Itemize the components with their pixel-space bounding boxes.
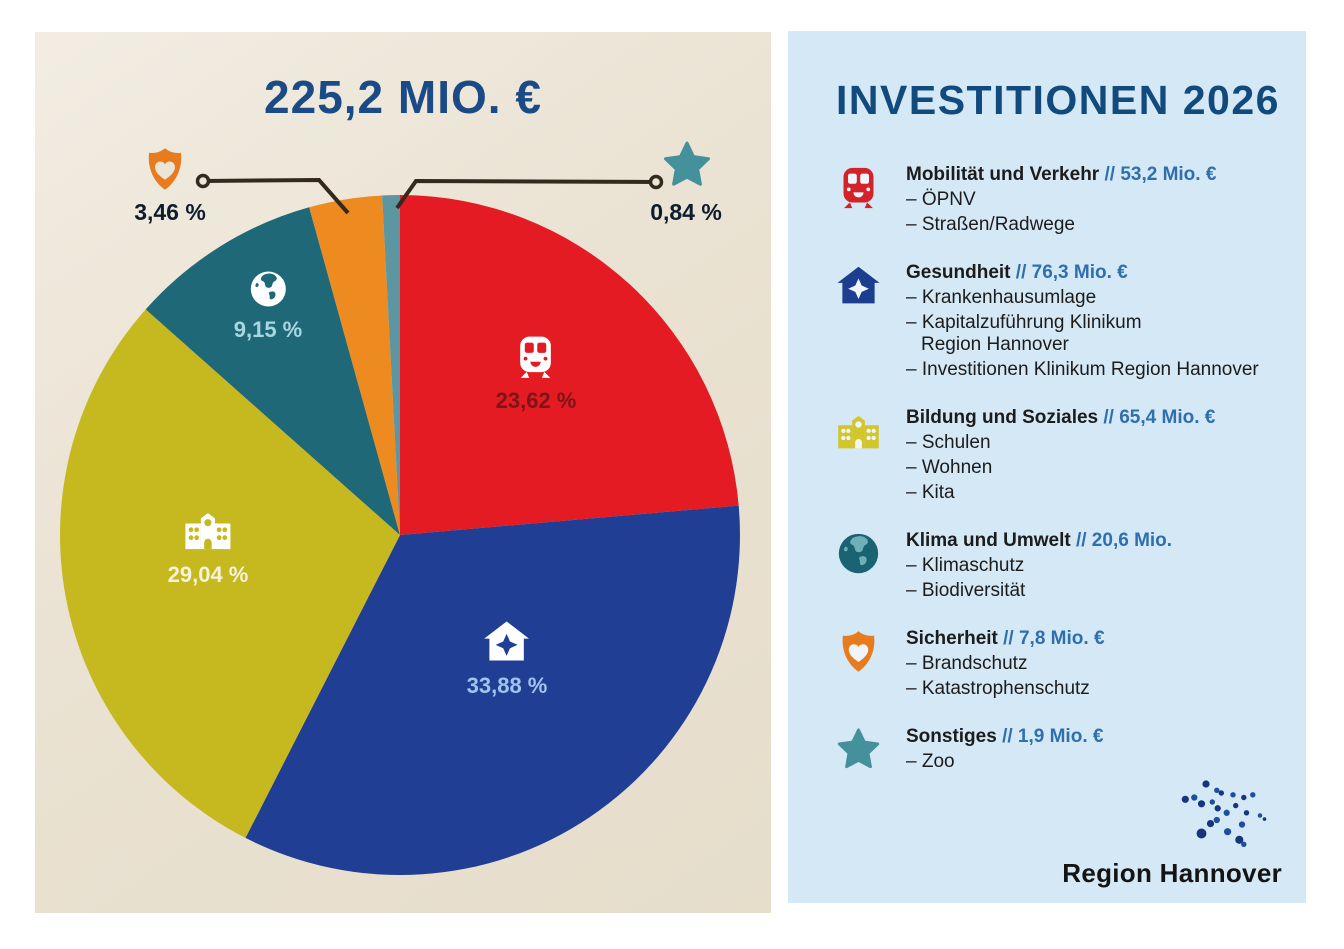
legend-item-amount: // 1,9 Mio. € bbox=[1002, 726, 1104, 747]
legend-item-text: Mobilität und Verkehr // 53,2 Mio. € – ÖP… bbox=[906, 164, 1216, 236]
legend-item-name: Gesundheit bbox=[906, 262, 1016, 283]
legend-item-amount: // 53,2 Mio. € bbox=[1104, 164, 1217, 185]
legend-item-heading: Gesundheit // 76,3 Mio. € bbox=[906, 262, 1259, 284]
pie-slice-2-pct-label: 29,04 % bbox=[168, 562, 249, 587]
legend-item-sonstiges: Sonstiges // 1,9 Mio. € – Zoo bbox=[836, 726, 1280, 773]
region-hannover-logo: Region Hannover bbox=[1062, 775, 1282, 889]
legend-item-text: Sonstiges // 1,9 Mio. € – Zoo bbox=[906, 726, 1103, 773]
pie-slice-5-pct-label: 0,84 % bbox=[650, 199, 722, 225]
legend-sub-item: – Krankenhausumlage bbox=[906, 287, 1097, 308]
legend-item-heading: Sonstiges // 1,9 Mio. € bbox=[906, 726, 1103, 748]
globe-icon bbox=[838, 533, 879, 574]
star-icon bbox=[837, 728, 880, 769]
pie-slice-1 bbox=[245, 505, 740, 876]
legend-item-text: Klima und Umwelt // 20,6 Mio. – Klimaschu… bbox=[906, 530, 1172, 602]
legend-item-bildung-und-soziales: Bildung und Soziales // 65,4 Mio. € – Sch… bbox=[836, 407, 1280, 504]
pie-slice-0 bbox=[400, 195, 739, 535]
pie-slice-3 bbox=[145, 207, 400, 536]
legend-item-amount: // 65,4 Mio. € bbox=[1103, 407, 1216, 428]
legend-title: INVESTITIONEN 2026 bbox=[836, 77, 1280, 123]
legend-item-amount: // 20,6 Mio. bbox=[1075, 530, 1173, 551]
legend-item-sicherheit: Sicherheit // 7,8 Mio. € – Brandschutz – K… bbox=[836, 628, 1280, 700]
region-hannover-logo-dots bbox=[1181, 780, 1267, 847]
star-icon bbox=[663, 141, 711, 186]
legend-sub-item: – Brandschutz bbox=[906, 653, 1028, 674]
pie-panel: 225,2 MIO. € 23,62 % 33,88 % 29,04 % 9,1… bbox=[35, 32, 771, 913]
legend-item-name: Sicherheit bbox=[906, 628, 1004, 649]
legend-item-heading: Klima und Umwelt // 20,6 Mio. bbox=[906, 530, 1172, 552]
legend-sub-item: – Kita bbox=[906, 482, 955, 503]
shield-heart-icon bbox=[842, 631, 875, 672]
legend-sub-item: – Biodiversität bbox=[906, 580, 1026, 601]
pie-slice-0-pct-label: 23,62 % bbox=[496, 388, 577, 413]
train-icon bbox=[520, 336, 551, 378]
region-hannover-logo-text: Region Hannover bbox=[1062, 858, 1282, 888]
callout-line-4 bbox=[202, 177, 350, 215]
legend-item-gesundheit: Gesundheit // 76,3 Mio. € – Krankenhausum… bbox=[836, 262, 1280, 381]
legend-item-heading: Mobilität und Verkehr // 53,2 Mio. € bbox=[906, 164, 1216, 186]
legend-item-name: Sonstiges bbox=[906, 726, 1003, 747]
house-cross-icon bbox=[837, 266, 880, 304]
investment-pie-chart: 23,62 % 33,88 % 29,04 % 9,15 % 3,46 % 0,8… bbox=[60, 141, 740, 876]
total-amount-title: 225,2 MIO. € bbox=[264, 71, 542, 123]
legend-list: Mobilität und Verkehr // 53,2 Mio. € – ÖP… bbox=[836, 164, 1280, 773]
legend-sub-item: – Kapitalzuführung Klinikum Region Hanno… bbox=[906, 312, 1142, 355]
callout-line-5 bbox=[395, 178, 657, 210]
legend-item-name: Klima und Umwelt bbox=[906, 530, 1076, 551]
pie-slice-3-pct-label: 9,15 % bbox=[234, 317, 303, 342]
globe-icon bbox=[250, 271, 286, 307]
legend-item-heading: Sicherheit // 7,8 Mio. € bbox=[906, 628, 1105, 650]
legend-sub-item: – ÖPNV bbox=[906, 189, 976, 210]
legend-sub-item: – Investitionen Klinikum Region Hannover bbox=[906, 359, 1259, 380]
legend-sub-item: – Straßen/Radwege bbox=[906, 214, 1075, 235]
legend-item-amount: // 76,3 Mio. € bbox=[1015, 262, 1128, 283]
callout-dot-4 bbox=[195, 173, 211, 189]
legend-item-klima-und-umwelt: Klima und Umwelt // 20,6 Mio. – Klimaschu… bbox=[836, 530, 1280, 602]
legend-item-heading: Bildung und Soziales // 65,4 Mio. € bbox=[906, 407, 1215, 429]
legend-sub-item: – Zoo bbox=[906, 751, 955, 772]
legend-item-name: Bildung und Soziales bbox=[906, 407, 1104, 428]
pie-slice-4-pct-label: 3,46 % bbox=[134, 199, 206, 225]
pie-slice-1-pct-label: 33,88 % bbox=[467, 673, 548, 698]
legend-item-amount: // 7,8 Mio. € bbox=[1003, 628, 1105, 649]
legend-sub-item: – Katastrophenschutz bbox=[906, 678, 1090, 699]
train-icon bbox=[843, 167, 874, 209]
legend-item-text: Gesundheit // 76,3 Mio. € – Krankenhausum… bbox=[906, 262, 1259, 381]
pie-slice-5 bbox=[382, 195, 400, 535]
legend-sub-item: – Wohnen bbox=[906, 457, 993, 478]
school-icon bbox=[838, 415, 879, 449]
legend-item-name: Mobilität und Verkehr bbox=[906, 164, 1105, 185]
callout-dot-5 bbox=[648, 174, 664, 190]
legend-item-text: Sicherheit // 7,8 Mio. € – Brandschutz – K… bbox=[906, 628, 1105, 700]
legend-panel: INVESTITIONEN 2026 Mobilität und Verkehr… bbox=[788, 31, 1306, 903]
legend-sub-item: – Schulen bbox=[906, 432, 991, 453]
pie-slice-2 bbox=[60, 309, 400, 838]
house-cross-icon bbox=[484, 621, 530, 661]
pie-slice-4 bbox=[309, 195, 400, 535]
legend-sub-item: – Klimaschutz bbox=[906, 555, 1025, 576]
shield-heart-icon bbox=[148, 148, 182, 190]
school-icon bbox=[185, 513, 231, 550]
legend-item-mobilit-t-und-verkehr: Mobilität und Verkehr // 53,2 Mio. € – ÖP… bbox=[836, 164, 1280, 236]
legend-item-text: Bildung und Soziales // 65,4 Mio. € – Sch… bbox=[906, 407, 1215, 504]
